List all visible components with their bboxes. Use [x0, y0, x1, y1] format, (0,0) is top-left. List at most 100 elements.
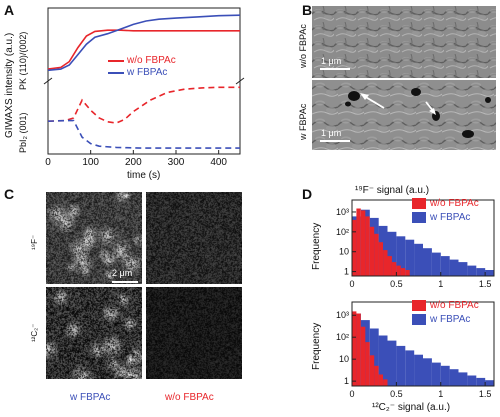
pd-top-bar-s1-5: [396, 236, 406, 276]
legend-label-wo: w/o FBPAc: [127, 55, 176, 66]
legend-item-w: w FBPAc: [108, 67, 176, 78]
sims-map-f-with: [46, 192, 142, 284]
dark-grain-1: [348, 91, 360, 101]
pd-top-ytick-label-0: 1: [344, 267, 349, 277]
pd-top-bar-s0-5: [374, 233, 379, 276]
pd-top-bar-s0-3: [365, 216, 370, 276]
panel-b-bottom-label: w FBPAc: [298, 103, 308, 140]
d-legend-bottom-item-w: w FBPAc: [412, 314, 479, 325]
panel-b-top-label: w/o FBPAc: [298, 24, 308, 68]
pd-top-bar-s0-1: [356, 208, 361, 276]
d-legend-bottom-item-wo: w/o FBPAc: [412, 300, 479, 311]
pd-bottom-bar-s1-9: [431, 362, 441, 386]
panel-c-col2-label: w/o FBPAc: [165, 392, 214, 403]
pd-bottom-bar-s0-7: [383, 379, 388, 386]
d-legend-top-item-wo: w/o FBPAc: [412, 198, 479, 209]
scale-bar-top: [320, 68, 350, 70]
dark-grain-6: [485, 97, 491, 103]
scale-bar-bottom: [320, 140, 350, 142]
pd-top-xtick-label-1: 0.5: [390, 279, 403, 289]
pd-top-bar-s1-9: [431, 252, 441, 276]
sem-texture-without: [312, 6, 496, 78]
scale-label-bottom: 1 μm: [321, 128, 342, 138]
pd-bottom-ytick-label-1: 10: [339, 354, 349, 364]
sims-map-c-with: [46, 287, 142, 379]
arrow-1-head: [360, 93, 369, 100]
d-legend-top-swatch-w: [412, 212, 426, 223]
pd-bottom-bar-s1-13: [467, 375, 477, 386]
pd-top-bar-s0-6: [378, 242, 383, 276]
pd-bottom-bar-s1-4: [387, 340, 397, 386]
pd-bottom-bar-s1-7: [414, 354, 423, 386]
panel-d-ylabel-top: Frequency: [311, 222, 322, 270]
pd-top-bar-s0-0: [352, 219, 357, 276]
sims-map-c-without: [146, 287, 242, 379]
panel-a-series-1: [47, 14, 241, 72]
arrow-2-head: [429, 108, 436, 115]
pd-top-bar-s1-11: [449, 259, 459, 276]
dark-grain-3: [411, 88, 421, 96]
pd-top-xtick-label-0: 0: [349, 279, 354, 289]
pd-top-bar-s1-12: [458, 262, 468, 276]
panel-c-scale-bar: [112, 281, 138, 283]
panel-d-bottom-chart: 1 10 10² 10³ 0 0.5 1 1.5: [336, 301, 495, 399]
pd-top-ytick-label-3: 10³: [336, 207, 349, 217]
pd-bottom-bar-s1-8: [423, 358, 432, 386]
d-legend-bottom-swatch-wo: [412, 300, 426, 311]
pd-bottom-bar-s0-1: [356, 313, 361, 386]
pd-bottom-xtick-label-0: 0: [349, 389, 354, 399]
pd-bottom-bar-s1-12: [458, 372, 468, 386]
d-legend-top-item-w: w FBPAc: [412, 212, 479, 223]
panel-c-col1-label: w FBPAc: [70, 392, 111, 403]
pd-bottom-bar-s0-5: [374, 365, 379, 386]
panel-a-xlabel: time (s): [127, 170, 161, 181]
pd-top-bar-s0-12: [405, 270, 410, 276]
panel-a-ylabel-outer: GIWAXS intensity (a.u.): [4, 32, 15, 138]
arrow-1: [363, 95, 385, 109]
pd-top-bar-s1-14: [476, 268, 486, 276]
pd-top-xtick-label-2: 1: [438, 279, 443, 289]
pd-top-bar-s1-6: [405, 239, 415, 276]
pd-top-bar-s0-4: [369, 226, 375, 276]
panel-letter-c: C: [4, 186, 15, 202]
legend-swatch-wo: [108, 59, 124, 62]
dark-grain-2: [345, 101, 351, 107]
panel-a-xtick-label-1: 100: [82, 157, 99, 168]
d-legend-bottom-label-w: w FBPAc: [430, 314, 471, 325]
pd-top-ytick-label-1: 10: [339, 247, 349, 257]
d-legend-top-label-w: w FBPAc: [430, 212, 471, 223]
pd-bottom-bar-s1-15: [485, 380, 494, 386]
pd-top-bar-s0-10: [396, 265, 401, 276]
panel-letter-d: D: [302, 186, 313, 202]
panel-c-row1-label: ¹⁹F⁻: [30, 234, 39, 250]
pd-bottom-bar-s0-0: [352, 311, 357, 386]
d-legend-top-swatch-wo: [412, 198, 426, 209]
panel-a-series-0: [47, 29, 240, 70]
pd-bottom-bar-s1-5: [396, 345, 406, 386]
pd-bottom-xtick-label-3: 1.5: [479, 389, 492, 399]
panel-d-legend-top: w/o FBPAc w FBPAc: [412, 198, 479, 223]
pd-top-bar-s1-15: [485, 270, 494, 276]
pd-top-bar-s0-11: [400, 268, 406, 276]
panel-a-frame: [47, 7, 241, 155]
pd-top-bar-s1-4: [387, 231, 397, 276]
pd-bottom-bar-s1-11: [449, 369, 459, 386]
panel-a-ylabel-bottom: PbI₂ (001): [18, 112, 28, 153]
panel-letter-a: A: [4, 2, 15, 18]
axis-break-right: [235, 77, 245, 85]
panel-a-series-3: [47, 119, 240, 149]
pd-bottom-bar-s1-10: [440, 365, 450, 386]
pd-bottom-bar-s0-6: [378, 374, 383, 386]
pd-top-bar-s0-8: [387, 256, 392, 276]
pd-bottom-bar-s0-3: [365, 342, 370, 386]
pd-bottom-ytick-label-0: 1: [344, 376, 349, 386]
panel-a-ylabel-top: PK (110)/(002): [18, 31, 28, 90]
panel-d-top-chart: 1 10 10² 10³ 0 0.5 1 1.5: [336, 199, 495, 289]
panel-a-series-2: [47, 86, 240, 124]
panel-a-legend: w/o FBPAc w FBPAc: [108, 55, 176, 78]
panel-a-xtick-label-4: 400: [210, 157, 227, 168]
panel-d-bottom-xlabel: ¹²C₂⁻ signal (a.u.): [372, 402, 451, 413]
pd-bottom-ytick-label-2: 10²: [336, 332, 349, 342]
pd-bottom-bar-s1-6: [405, 350, 415, 386]
panel-a-xtick-label-3: 300: [168, 157, 185, 168]
